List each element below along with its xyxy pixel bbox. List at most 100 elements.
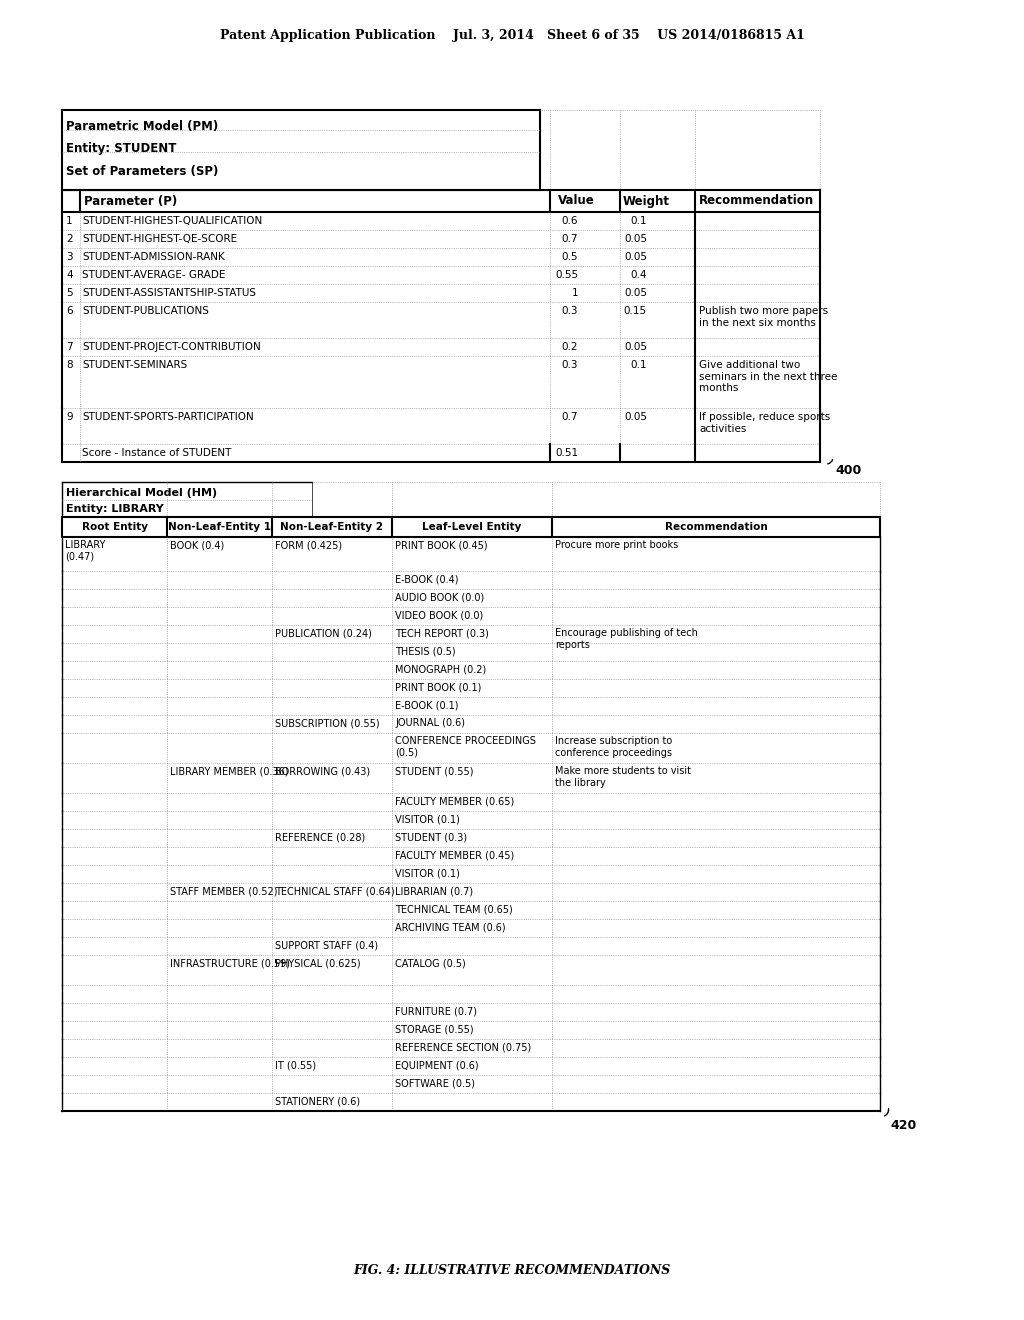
Text: PHYSICAL (0.625): PHYSICAL (0.625) [275,958,360,968]
Text: 0.05: 0.05 [624,252,647,261]
Text: FURNITURE (0.7): FURNITURE (0.7) [395,1006,477,1016]
Text: 0.51: 0.51 [555,447,578,458]
Text: STUDENT-PUBLICATIONS: STUDENT-PUBLICATIONS [82,306,209,315]
Text: 0.1: 0.1 [631,216,647,226]
Text: Value: Value [558,194,595,207]
Text: Make more students to visit
the library: Make more students to visit the library [555,766,691,788]
Text: Entity: STUDENT: Entity: STUDENT [66,143,176,154]
Text: 0.05: 0.05 [624,288,647,298]
Text: CATALOG (0.5): CATALOG (0.5) [395,958,466,968]
Text: VISITOR (0.1): VISITOR (0.1) [395,869,460,878]
Text: MONOGRAPH (0.2): MONOGRAPH (0.2) [395,664,486,675]
Text: Procure more print books: Procure more print books [555,540,678,550]
Text: TECHNICAL TEAM (0.65): TECHNICAL TEAM (0.65) [395,904,513,913]
Text: 0.55: 0.55 [555,271,578,280]
Text: LIBRARIAN (0.7): LIBRARIAN (0.7) [395,886,473,896]
Text: Leaf-Level Entity: Leaf-Level Entity [422,521,521,532]
Text: Set of Parameters (SP): Set of Parameters (SP) [66,165,218,178]
Text: 0.7: 0.7 [561,234,578,244]
Text: 0.05: 0.05 [624,234,647,244]
Text: E-BOOK (0.4): E-BOOK (0.4) [395,574,459,583]
Text: 7: 7 [66,342,73,352]
Text: 6: 6 [66,306,73,315]
Text: 0.1: 0.1 [631,360,647,370]
Text: TECHNICAL STAFF (0.64): TECHNICAL STAFF (0.64) [275,886,394,896]
Text: 0.6: 0.6 [561,216,578,226]
Text: STUDENT (0.55): STUDENT (0.55) [395,766,473,776]
Text: SUPPORT STAFF (0.4): SUPPORT STAFF (0.4) [275,940,378,950]
Text: CONFERENCE PROCEEDINGS
(0.5): CONFERENCE PROCEEDINGS (0.5) [395,737,536,758]
Text: If possible, reduce sports
activities: If possible, reduce sports activities [699,412,830,433]
Text: STAFF MEMBER (0.52): STAFF MEMBER (0.52) [170,886,278,896]
Text: Give additional two
seminars in the next three
months: Give additional two seminars in the next… [699,360,838,393]
Text: 2: 2 [66,234,73,244]
Text: 9: 9 [66,412,73,422]
Text: Hierarchical Model (HM): Hierarchical Model (HM) [66,488,217,498]
Text: Patent Application Publication    Jul. 3, 2014   Sheet 6 of 35    US 2014/018681: Patent Application Publication Jul. 3, 2… [219,29,805,41]
Text: Recommendation: Recommendation [699,194,814,207]
Text: Parametric Model (PM): Parametric Model (PM) [66,120,218,133]
Text: Score - Instance of STUDENT: Score - Instance of STUDENT [82,447,231,458]
Text: EQUIPMENT (0.6): EQUIPMENT (0.6) [395,1060,478,1071]
Text: 420: 420 [890,1119,916,1133]
Text: STUDENT-SPORTS-PARTICIPATION: STUDENT-SPORTS-PARTICIPATION [82,412,254,422]
Text: 0.15: 0.15 [624,306,647,315]
Text: Root Entity: Root Entity [82,521,147,532]
Text: Weight: Weight [623,194,670,207]
Text: TECH REPORT (0.3): TECH REPORT (0.3) [395,628,488,638]
Text: AUDIO BOOK (0.0): AUDIO BOOK (0.0) [395,591,484,602]
Text: PRINT BOOK (0.1): PRINT BOOK (0.1) [395,682,481,692]
Text: BOOK (0.4): BOOK (0.4) [170,540,224,550]
Text: E-BOOK (0.1): E-BOOK (0.1) [395,700,459,710]
Text: Encourage publishing of tech
reports: Encourage publishing of tech reports [555,628,698,649]
Text: VISITOR (0.1): VISITOR (0.1) [395,814,460,824]
Text: STUDENT-ASSISTANTSHIP-STATUS: STUDENT-ASSISTANTSHIP-STATUS [82,288,256,298]
Text: LIBRARY MEMBER (0.36): LIBRARY MEMBER (0.36) [170,766,289,776]
Text: FORM (0.425): FORM (0.425) [275,540,342,550]
Text: FACULTY MEMBER (0.45): FACULTY MEMBER (0.45) [395,850,514,861]
Text: 0.2: 0.2 [561,342,578,352]
Text: Non-Leaf-Entity 2: Non-Leaf-Entity 2 [281,521,384,532]
Text: REFERENCE (0.28): REFERENCE (0.28) [275,832,366,842]
Text: 5: 5 [66,288,73,298]
Text: STUDENT-SEMINARS: STUDENT-SEMINARS [82,360,187,370]
Text: STATIONERY (0.6): STATIONERY (0.6) [275,1096,360,1106]
Text: Non-Leaf-Entity 1: Non-Leaf-Entity 1 [168,521,271,532]
Text: INFRASTRUCTURE (0.59): INFRASTRUCTURE (0.59) [170,958,290,968]
Text: Increase subscription to
conference proceedings: Increase subscription to conference proc… [555,737,672,758]
Text: ARCHIVING TEAM (0.6): ARCHIVING TEAM (0.6) [395,921,506,932]
Text: IT (0.55): IT (0.55) [275,1060,316,1071]
Text: 1: 1 [571,288,578,298]
Text: 4: 4 [66,271,73,280]
Text: 0.3: 0.3 [561,306,578,315]
Text: 0.5: 0.5 [561,252,578,261]
Text: REFERENCE SECTION (0.75): REFERENCE SECTION (0.75) [395,1041,531,1052]
Text: PUBLICATION (0.24): PUBLICATION (0.24) [275,628,372,638]
Text: 1: 1 [66,216,73,226]
Text: Parameter (P): Parameter (P) [84,194,177,207]
Text: 0.4: 0.4 [631,271,647,280]
Text: THESIS (0.5): THESIS (0.5) [395,645,456,656]
Text: FACULTY MEMBER (0.65): FACULTY MEMBER (0.65) [395,796,514,807]
Text: 8: 8 [66,360,73,370]
Text: Recommendation: Recommendation [665,521,767,532]
Text: STUDENT-PROJECT-CONTRIBUTION: STUDENT-PROJECT-CONTRIBUTION [82,342,261,352]
Text: 3: 3 [66,252,73,261]
Text: 400: 400 [835,465,861,477]
Text: STUDENT-AVERAGE- GRADE: STUDENT-AVERAGE- GRADE [82,271,225,280]
Text: STORAGE (0.55): STORAGE (0.55) [395,1024,474,1034]
Text: Publish two more papers
in the next six months: Publish two more papers in the next six … [699,306,828,327]
Text: STUDENT (0.3): STUDENT (0.3) [395,832,467,842]
Text: BORROWING (0.43): BORROWING (0.43) [275,766,370,776]
Text: Entity: LIBRARY: Entity: LIBRARY [66,504,164,513]
Text: SOFTWARE (0.5): SOFTWARE (0.5) [395,1078,475,1088]
Text: STUDENT-ADMISSION-RANK: STUDENT-ADMISSION-RANK [82,252,224,261]
Text: 0.05: 0.05 [624,412,647,422]
Text: STUDENT-HIGHEST-QE-SCORE: STUDENT-HIGHEST-QE-SCORE [82,234,238,244]
Text: JOURNAL (0.6): JOURNAL (0.6) [395,718,465,729]
Text: 0.7: 0.7 [561,412,578,422]
Text: PRINT BOOK (0.45): PRINT BOOK (0.45) [395,540,487,550]
Text: FIG. 4: ILLUSTRATIVE RECOMMENDATIONS: FIG. 4: ILLUSTRATIVE RECOMMENDATIONS [353,1263,671,1276]
Text: LIBRARY
(0.47): LIBRARY (0.47) [65,540,105,561]
Text: 0.3: 0.3 [561,360,578,370]
